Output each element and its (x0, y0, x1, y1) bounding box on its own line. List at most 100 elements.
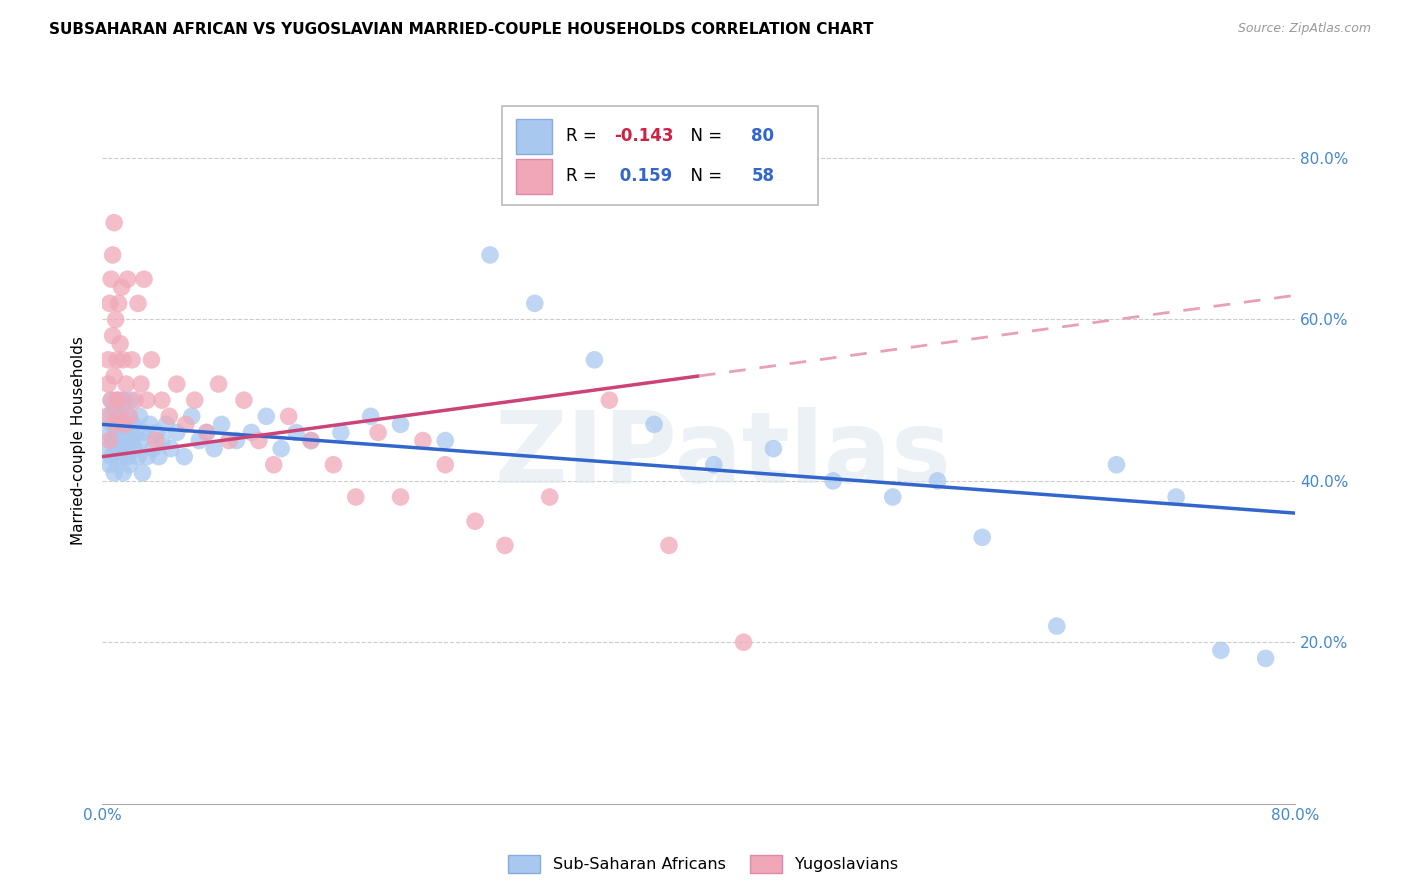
Point (434, 434, 457, 448)
Point (103, 369, 125, 384)
Point (523, 296, 546, 310)
Point (136, 393, 159, 408)
Point (285, 425, 308, 440)
Point (1105, 458, 1128, 472)
Point (100, 450, 122, 464)
Point (114, 417, 136, 432)
Point (97, 352, 120, 367)
Point (96, 409, 118, 424)
Point (166, 425, 188, 440)
Point (98, 409, 121, 424)
Point (263, 458, 285, 472)
Point (112, 434, 135, 448)
Bar (502, 106, 818, 204)
Point (1254, 651, 1277, 665)
Point (329, 425, 352, 440)
Point (108, 336, 131, 351)
Point (159, 442, 181, 456)
Point (103, 466, 125, 480)
Point (118, 409, 141, 424)
Point (211, 417, 233, 432)
Point (128, 409, 150, 424)
Point (145, 434, 167, 448)
Point (105, 450, 128, 464)
Point (218, 434, 240, 448)
Point (150, 434, 173, 448)
Bar (516, 119, 553, 153)
Point (107, 434, 129, 448)
Point (277, 409, 299, 424)
Point (98, 434, 121, 448)
Point (105, 352, 128, 367)
Point (142, 442, 165, 456)
Point (118, 458, 141, 472)
Point (127, 450, 149, 464)
Point (105, 393, 128, 408)
Text: -0.143: -0.143 (614, 128, 673, 145)
Point (112, 466, 135, 480)
Text: 58: 58 (751, 167, 775, 186)
Point (98, 296, 121, 310)
Point (100, 272, 122, 286)
Text: N =: N = (679, 167, 727, 186)
Point (129, 434, 152, 448)
Point (141, 352, 163, 367)
Point (174, 417, 197, 432)
Point (103, 216, 125, 230)
Point (120, 393, 142, 408)
Point (114, 417, 136, 432)
Point (180, 409, 202, 424)
Point (97, 442, 120, 456)
Point (270, 442, 292, 456)
Text: Source: ZipAtlas.com: Source: ZipAtlas.com (1237, 22, 1371, 36)
Point (104, 312, 127, 326)
Point (367, 425, 389, 440)
Point (100, 393, 122, 408)
Point (173, 450, 195, 464)
Point (225, 434, 247, 448)
Point (412, 434, 434, 448)
Point (110, 280, 132, 294)
Point (188, 434, 211, 448)
Point (131, 466, 153, 480)
Point (108, 442, 131, 456)
Point (183, 393, 205, 408)
Point (110, 409, 132, 424)
Point (125, 425, 148, 440)
Point (254, 409, 277, 424)
Point (299, 434, 322, 448)
Point (104, 425, 127, 440)
Point (121, 352, 143, 367)
Point (115, 377, 138, 392)
Point (155, 417, 177, 432)
Point (823, 474, 845, 488)
Point (97, 377, 120, 392)
Legend: Sub-Saharan Africans, Yugoslavians: Sub-Saharan Africans, Yugoslavians (502, 848, 904, 880)
Point (115, 425, 138, 440)
Point (389, 490, 412, 504)
Text: R =: R = (567, 128, 602, 145)
Point (464, 514, 486, 528)
Point (110, 393, 132, 408)
Text: ZIPatlas: ZIPatlas (495, 407, 950, 504)
Text: 80: 80 (751, 128, 775, 145)
Point (240, 425, 263, 440)
Point (108, 425, 131, 440)
Point (195, 425, 218, 440)
Point (117, 272, 139, 286)
Point (104, 442, 127, 456)
Point (129, 377, 152, 392)
Point (100, 393, 122, 408)
Point (136, 450, 159, 464)
Point (148, 450, 170, 464)
Point (299, 434, 322, 448)
Point (643, 417, 665, 432)
Point (101, 434, 124, 448)
Text: N =: N = (679, 128, 727, 145)
Point (150, 393, 173, 408)
Point (927, 474, 949, 488)
Point (538, 490, 561, 504)
Point (658, 538, 681, 552)
Point (117, 450, 139, 464)
Point (105, 393, 128, 408)
